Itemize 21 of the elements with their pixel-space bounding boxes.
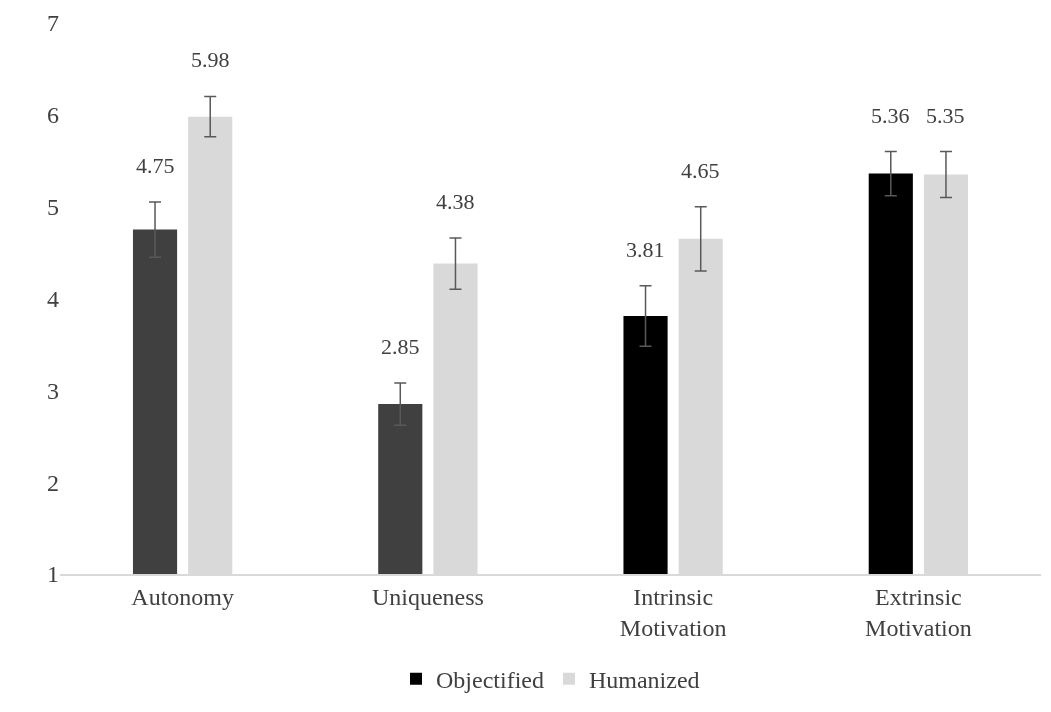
y-tick-label: 5 <box>47 194 59 221</box>
legend-label: Humanized <box>588 667 700 694</box>
data-label: 5.35 <box>926 103 965 128</box>
data-label: 5.98 <box>191 47 230 72</box>
x-tick-label: Uniqueness <box>371 583 484 610</box>
data-label: 4.75 <box>136 153 175 178</box>
y-tick-label: 7 <box>47 10 59 37</box>
x-tick-label: Intrinsic Motivation <box>619 583 727 641</box>
legend-label: Objectified <box>436 667 544 694</box>
data-label: 2.85 <box>381 334 420 359</box>
x-tick-label: Autonomy <box>131 583 234 610</box>
data-label: 5.36 <box>871 103 910 128</box>
y-tick-label: 3 <box>47 377 59 404</box>
data-label: 4.65 <box>681 158 720 183</box>
y-tick-label: 6 <box>47 102 59 129</box>
data-label: 4.38 <box>436 189 475 214</box>
y-tick-label: 2 <box>47 469 59 496</box>
data-label: 3.81 <box>626 237 665 262</box>
y-tick-label: 4 <box>47 285 59 312</box>
x-tick-label: Extrinsic Motivation <box>865 583 972 641</box>
y-tick-label: 1 <box>47 561 59 588</box>
